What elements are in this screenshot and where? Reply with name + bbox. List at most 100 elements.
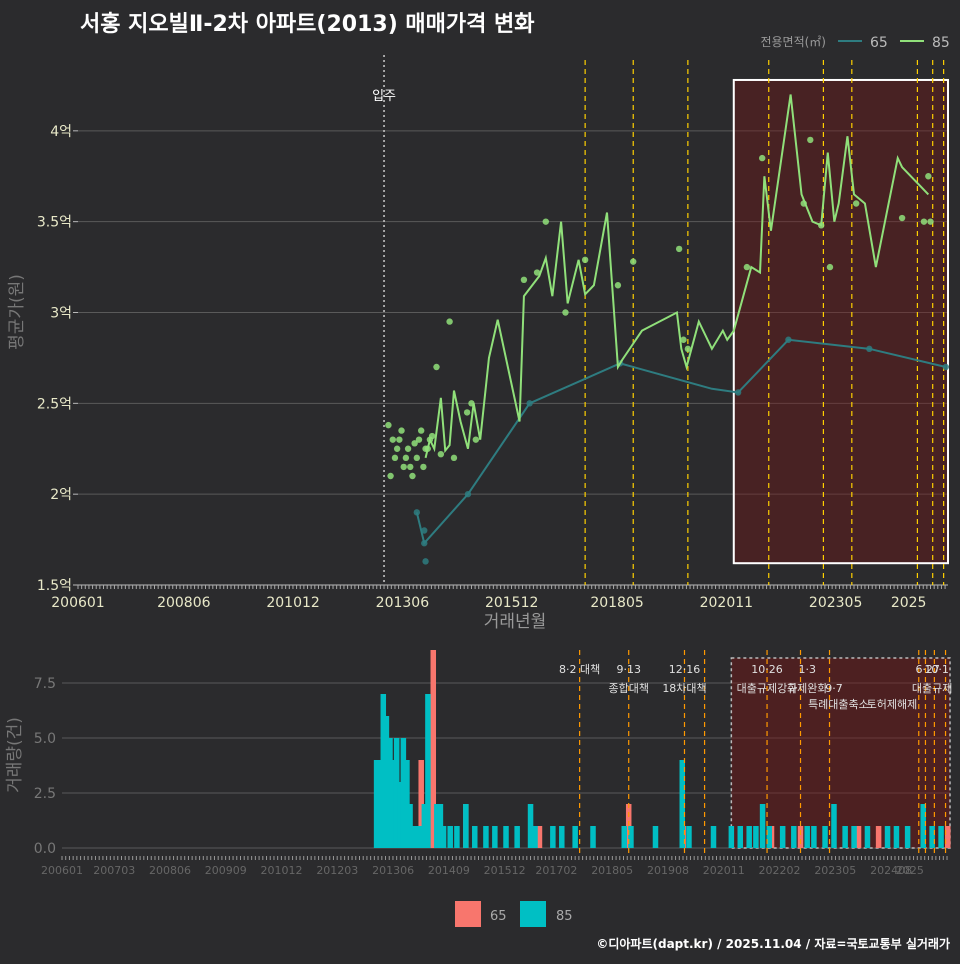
- data-point-85: [407, 463, 414, 471]
- volume-bar-85: [421, 804, 428, 848]
- policy-label: 특례대출축소: [808, 698, 869, 711]
- bottom-highlight-box: [730, 657, 951, 849]
- data-point-85: [562, 309, 569, 316]
- volume-bar-65: [418, 760, 424, 848]
- volume-bar-85: [393, 738, 400, 848]
- data-point-85: [389, 436, 396, 443]
- data-point-85: [818, 222, 825, 229]
- data-point-65: [464, 490, 472, 498]
- data-point-65: [942, 363, 950, 371]
- top-y-axis-title: 평균가(원): [7, 274, 27, 350]
- data-point-85: [852, 200, 860, 207]
- volume-bar-85: [710, 826, 717, 848]
- volume-bar-85: [679, 760, 686, 848]
- policy-label: 대출규제: [912, 682, 952, 695]
- volume-bar-65: [536, 826, 543, 848]
- volume-bar-85: [400, 738, 407, 848]
- volume-bar-85: [753, 826, 759, 848]
- data-point-85: [400, 463, 407, 471]
- bottom-x-tick-label: 202408: [870, 864, 912, 877]
- top-highlight-box: [732, 78, 949, 565]
- volume-bar-85: [851, 826, 857, 848]
- data-point-85: [433, 363, 440, 371]
- data-point-85: [404, 445, 412, 452]
- volume-bar-85: [397, 782, 403, 848]
- bottom-y-tick-label: 5.0: [34, 731, 56, 747]
- bottom-x-tick-label: 202305: [814, 864, 856, 877]
- policy-label: 규제완화: [787, 682, 827, 695]
- policy-label: 12·16: [669, 663, 701, 676]
- data-point-85: [402, 454, 410, 462]
- top-x-tick-label: 201306: [376, 595, 430, 611]
- top-y-tick-label: 2.5억: [37, 396, 72, 412]
- bottom-legend-label-65: 65: [490, 909, 507, 924]
- top-y-tick-label: 1.5억: [37, 578, 72, 594]
- data-point-85: [533, 269, 541, 276]
- data-point-85: [411, 440, 418, 447]
- volume-bar-85: [621, 826, 628, 848]
- top-x-tick-label: 202011: [700, 595, 753, 611]
- volume-bar-85: [414, 826, 420, 848]
- data-point-65: [421, 527, 428, 534]
- volume-bar-85: [590, 826, 596, 848]
- volume-bar-85: [746, 826, 752, 848]
- bottom-x-tick-label: 200909: [205, 864, 247, 877]
- policy-label: 8·2 대책: [559, 663, 600, 676]
- volume-bar-65: [945, 826, 951, 848]
- bottom-x-tick-label: 2025: [896, 864, 924, 877]
- data-point-85: [520, 276, 528, 283]
- volume-bar-85: [737, 826, 744, 848]
- data-point-85: [387, 472, 394, 480]
- volume-bar-85: [920, 804, 926, 848]
- top-y-tick-label: 3억: [50, 306, 72, 322]
- data-point-85: [684, 345, 692, 353]
- data-point-85: [581, 256, 589, 264]
- data-point-85: [920, 218, 928, 225]
- volume-bar-65: [430, 650, 437, 848]
- data-point-85: [391, 454, 399, 462]
- volume-bar-85: [407, 804, 413, 848]
- data-point-85: [630, 258, 637, 265]
- volume-bar-85: [686, 826, 692, 848]
- bottom-y-tick-label: 2.5: [34, 786, 56, 802]
- volume-bar-85: [559, 826, 565, 848]
- volume-bar-85: [550, 826, 556, 848]
- data-point-85: [413, 454, 421, 462]
- occupancy-label: 입주: [372, 89, 396, 104]
- volume-bar-85: [938, 826, 944, 848]
- volume-bar-85: [842, 826, 848, 848]
- bottom-x-tick-label: 202011: [703, 864, 745, 877]
- data-point-85: [463, 409, 471, 416]
- volume-bar-85: [791, 826, 797, 848]
- bottom-legend-swatch-85: [520, 901, 546, 927]
- bottom-x-tick-label: 201805: [591, 864, 633, 877]
- policy-label: 10·26: [751, 663, 783, 676]
- volume-bar-85: [380, 694, 387, 848]
- data-point-85: [472, 436, 480, 443]
- policy-label: 18차대책: [662, 682, 706, 695]
- top-x-axis-title: 거래년월: [484, 612, 547, 632]
- top-x-tick-label: 201012: [266, 595, 319, 611]
- data-point-85: [614, 282, 622, 289]
- volume-bar-85: [373, 760, 380, 848]
- volume-bar-85: [811, 826, 817, 848]
- top-y-tick-label: 4억: [50, 124, 72, 140]
- data-point-85: [385, 421, 392, 429]
- data-point-85: [758, 154, 766, 162]
- volume-bar-85: [503, 826, 509, 848]
- data-point-65: [413, 509, 421, 516]
- volume-bar-85: [628, 826, 634, 848]
- volume-bar-85: [831, 804, 837, 848]
- bottom-y-axis-title: 거래량(건): [5, 717, 25, 793]
- top-y-tick-label: 3.5억: [37, 215, 72, 231]
- legend-label-65: 65: [870, 35, 888, 51]
- volume-bar-85: [904, 826, 911, 848]
- policy-label: 9·7: [825, 682, 843, 695]
- bottom-x-tick-label: 201203: [316, 864, 358, 877]
- policy-label: 6·27: [915, 663, 940, 676]
- volume-bar-85: [472, 826, 478, 848]
- bottom-x-tick-label: 201702: [535, 864, 577, 877]
- bottom-x-tick-label: 200703: [93, 864, 135, 877]
- bottom-x-tick-label: 200601: [41, 864, 83, 877]
- bottom-x-tick-label: 202202: [759, 864, 801, 877]
